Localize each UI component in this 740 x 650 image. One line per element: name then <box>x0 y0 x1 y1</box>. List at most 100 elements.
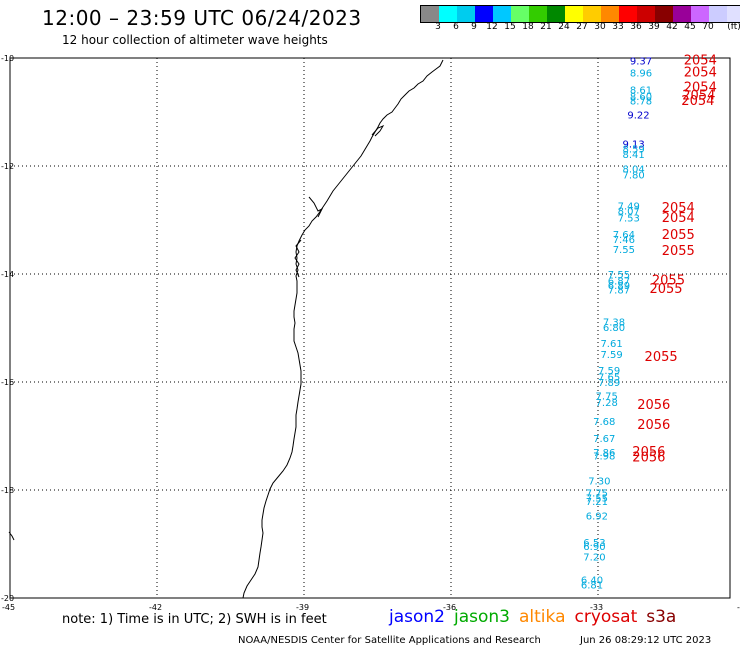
wave-height-value: 6.81 <box>581 581 603 592</box>
wave-height-value: 7.38 <box>603 318 625 329</box>
scale-label: 3 <box>435 22 441 32</box>
island-fragments <box>8 124 385 541</box>
longitude-label: -45 <box>2 603 15 612</box>
scale-label: 30 <box>594 22 606 32</box>
scale-label: 36 <box>630 22 642 32</box>
scale-swatch <box>529 6 547 22</box>
scale-label: 6 <box>453 22 459 32</box>
wave-height-value: 6.80 <box>603 323 625 334</box>
longitude-label: -30 <box>737 603 740 612</box>
footer-credit: NOAA/NESDIS Center for Satellite Applica… <box>238 635 541 646</box>
pass-time-label: 2055 <box>649 282 682 297</box>
pass-time-label: 2054 <box>682 88 715 103</box>
map-grid <box>10 58 730 598</box>
scale-label: 15 <box>504 22 516 32</box>
wave-height-value: 6.87 <box>608 276 630 287</box>
scale-swatch <box>655 6 673 22</box>
wave-height-value: 7.68 <box>593 417 615 428</box>
wave-height-value: 7.64 <box>613 230 635 241</box>
wave-height-value: 8.04 <box>623 165 645 176</box>
wave-height-value: 7.87 <box>608 286 630 297</box>
wave-height-value: 7.65 <box>598 373 620 384</box>
scale-swatch <box>691 6 709 22</box>
scale-swatch <box>637 6 655 22</box>
wave-height-value: 7.21 <box>586 497 608 508</box>
pass-time-label: 2056 <box>632 445 665 460</box>
wave-height-value: 8.41 <box>623 150 645 161</box>
wave-height-value: 7.75 <box>596 392 618 403</box>
latitude-label: -14 <box>1 270 14 279</box>
latitude-label: -10 <box>1 54 14 63</box>
longitude-label: -42 <box>149 603 162 612</box>
wave-height-value: 7.20 <box>583 552 605 563</box>
scale-swatch <box>673 6 691 22</box>
wave-height-value: 7.89 <box>598 378 620 389</box>
satellite-cryosat: cryosat <box>574 607 638 627</box>
scale-label: 18 <box>522 22 534 32</box>
wave-height-value: 7.80 <box>623 171 645 182</box>
wave-height-value: 7.30 <box>588 476 610 487</box>
latitude-label: -16 <box>1 378 14 387</box>
scale-swatch <box>547 6 565 22</box>
wave-height-value: 9.37 <box>630 57 652 68</box>
scale-swatch <box>619 6 637 22</box>
note-text: note: 1) Time is in UTC; 2) SWH is in fe… <box>62 612 327 627</box>
scale-swatch <box>457 6 475 22</box>
wave-height-value: 6.89 <box>608 281 630 292</box>
satellite-altika: altika <box>519 607 566 627</box>
wave-height-value: 7.55 <box>608 270 630 281</box>
wave-height-value: 7.28 <box>596 398 618 409</box>
wave-height-value: 7.59 <box>598 366 620 377</box>
pass-time-label: 2054 <box>662 201 695 216</box>
scale-swatch <box>583 6 601 22</box>
scale-label: 70 <box>702 22 714 32</box>
wave-height-value: 9.22 <box>627 111 649 122</box>
wave-height-value: 8.61 <box>630 85 652 96</box>
wave-height-value: 8.78 <box>630 97 652 108</box>
pass-time-label: 2054 <box>684 81 717 96</box>
pass-time-label: 2054 <box>684 66 717 81</box>
scale-label: 39 <box>648 22 660 32</box>
satellite-s3a: s3a <box>646 607 677 627</box>
wave-height-value: 7.55 <box>586 494 608 505</box>
scale-swatch <box>709 6 727 22</box>
pass-time-label: 2054 <box>684 54 717 69</box>
page-title: 12:00 – 23:59 UTC 06/24/2023 <box>42 6 362 30</box>
wave-height-value: 7.49 <box>618 201 640 212</box>
wave-height-value: 7.59 <box>600 350 622 361</box>
wave-height-value: 7.75 <box>586 489 608 500</box>
wave-height-value: 7.86 <box>593 448 615 459</box>
longitude-label: -39 <box>296 603 309 612</box>
wave-height-value: 7.53 <box>618 213 640 224</box>
pass-time-label: 2055 <box>645 350 678 365</box>
scale-label: 27 <box>576 22 588 32</box>
wave-height-value: 6.90 <box>583 542 605 553</box>
scale-swatch <box>565 6 583 22</box>
scale-swatch <box>421 6 439 22</box>
map-border <box>9 57 731 599</box>
scale-label: 21 <box>540 22 552 32</box>
wave-height-value: 8.96 <box>630 69 652 80</box>
pass-time-label: 2054 <box>681 94 714 109</box>
pass-time-label: 2055 <box>652 273 685 288</box>
scale-swatch <box>727 6 740 22</box>
scale-label: 33 <box>612 22 624 32</box>
page-subtitle: 12 hour collection of altimeter wave hei… <box>62 33 328 47</box>
wave-height-value: 6.53 <box>583 538 605 549</box>
wave-height-value: 6.40 <box>581 576 603 587</box>
scale-swatch <box>601 6 619 22</box>
scale-label: 24 <box>558 22 570 32</box>
wave-height-value: 7.98 <box>593 451 615 462</box>
scale-swatch <box>511 6 529 22</box>
longitude-label: -33 <box>590 603 603 612</box>
latitude-label: -20 <box>1 594 14 603</box>
pass-time-label: 2056 <box>637 418 670 433</box>
scale-label: 9 <box>471 22 477 32</box>
scale-label: 12 <box>486 22 498 32</box>
pass-time-label: 2055 <box>662 244 695 259</box>
color-scale <box>420 5 740 23</box>
wave-height-value: 9.13 <box>623 139 645 150</box>
scale-label: (ft) <box>727 22 740 32</box>
latitude-label: -12 <box>1 162 14 171</box>
